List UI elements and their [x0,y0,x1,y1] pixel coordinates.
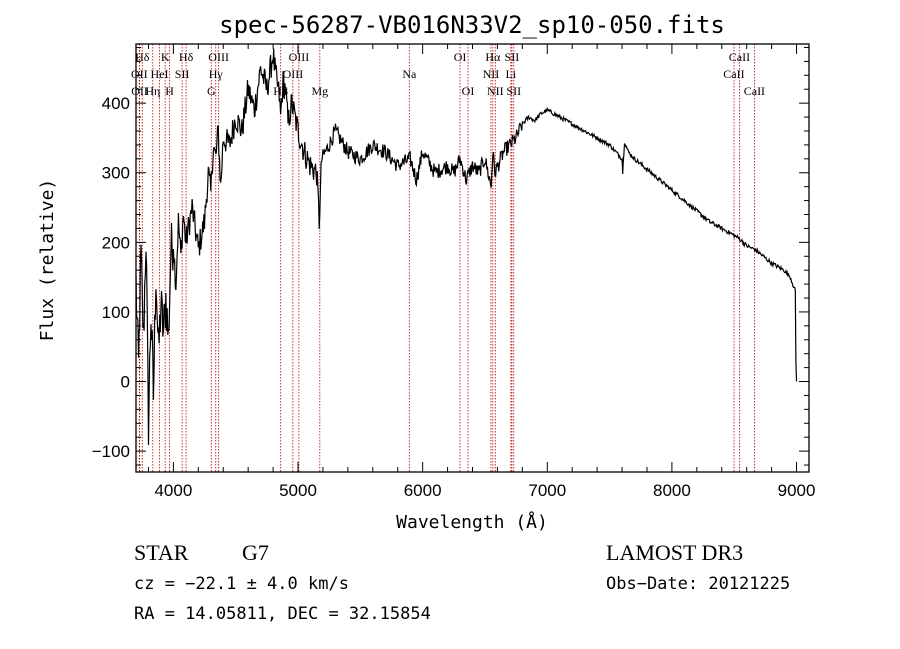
line-label-CaII: CaII [744,84,765,98]
chart-title: spec-56287-VB016N33V2_sp10-050.fits [219,11,725,39]
object-subclass: G7 [242,540,269,565]
plot-frame [135,43,810,473]
line-label-K: K [161,50,170,64]
line-label-H: H [165,84,174,98]
line-label-CaII: CaII [723,67,744,81]
y-tick-label: 100 [102,303,130,322]
line-label-SII: SII [506,84,521,98]
x-tick-label: 9000 [778,481,816,500]
line-label-Hδ: Hδ [135,50,150,64]
y-axis-label: Flux (relative) [37,179,58,342]
line-label-Hβ: Hβ [273,84,288,98]
x-tick-label: 4000 [154,481,192,500]
spectral-line-markers [138,44,755,472]
x-tick-label: 7000 [528,481,566,500]
line-label-HeI: HeI [151,67,169,81]
x-tick-label: 6000 [404,481,442,500]
x-tick-label: 5000 [279,481,317,500]
flux-series-line [135,48,798,445]
spectrum-chart: spec-56287-VB016N33V2_sp10-050.fits 4000… [37,11,816,533]
line-label-OI: OI [462,84,475,98]
object-class: STAR [134,540,189,565]
line-label-Hδ: Hδ [179,50,194,64]
line-label-OIII: OIII [208,50,229,64]
line-label-CaII: CaII [729,50,750,64]
x-axis-label: Wavelength (Å) [396,511,548,533]
line-label-NII: NII [487,84,504,98]
observation-date: Obs−Date: 20121225 [606,574,791,594]
line-label-Li: Li [506,67,517,81]
y-tick-label: 200 [102,233,130,252]
line-label-OII: OII [131,67,148,81]
coordinates: RA = 14.05811, DEC = 32.15854 [134,604,431,624]
redshift-cz: cz = −22.1 ± 4.0 km/s [134,574,349,594]
line-label-G: G [207,84,216,98]
line-label-Mg: Mg [311,84,328,98]
line-label-Hη: Hη [145,84,160,98]
x-tick-label: 8000 [653,481,691,500]
axis-ticks: 4000 5000 6000 7000 8000 9000 −100 0 100 200 300 40… [92,44,816,500]
line-label-SII: SII [175,67,190,81]
spectral-line-labels: Hδ OII OII K HeI Hη H Hδ SII OIII Hγ G OIII OIII Hβ Mg N… [131,50,765,98]
line-label-Na: Na [402,67,417,81]
y-tick-label: −100 [92,442,130,461]
line-label-OII: OII [131,84,148,98]
line-label-NII: NII [483,67,500,81]
line-label-SII: SII [505,50,520,64]
survey-name: LAMOST DR3 [606,540,744,565]
y-tick-label: 0 [121,373,130,392]
line-label-Hα: Hα [485,50,501,64]
line-label-OIII: OIII [283,67,304,81]
line-label-Hγ: Hγ [209,67,224,81]
line-label-OI: OI [454,50,467,64]
y-tick-label: 400 [102,94,130,113]
y-tick-label: 300 [102,164,130,183]
line-label-OIII: OIII [289,50,310,64]
